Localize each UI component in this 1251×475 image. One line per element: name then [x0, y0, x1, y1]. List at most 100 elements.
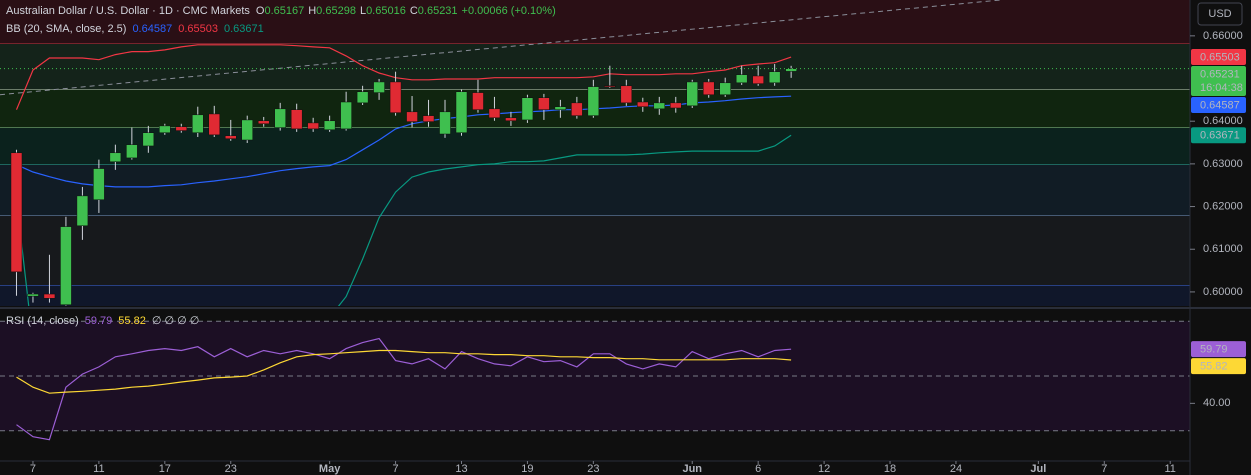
candle-body [142, 132, 155, 147]
y-tick-label: 0.60000 [1203, 286, 1243, 298]
candle-body [159, 125, 171, 133]
candle-body [587, 86, 600, 116]
candle-body [241, 119, 253, 141]
x-tick-label: May [319, 463, 341, 475]
x-tick-label: 18 [884, 463, 896, 475]
close-value: 0.65231 [418, 5, 458, 17]
y-tick-label: 0.61000 [1203, 243, 1243, 255]
indicator-line [16, 349, 792, 394]
x-tick-label: 24 [950, 463, 962, 475]
y-tick-label: 0.62000 [1203, 200, 1243, 212]
candle-body [488, 108, 501, 119]
price-pane [0, 0, 1190, 306]
axes: 0.66000 0.64000 0.63000 0.62000 0.61000 0.600… [30, 30, 1246, 475]
candle-body [257, 120, 270, 125]
ohlc-label: C [410, 5, 418, 17]
high-value: 0.65298 [316, 5, 356, 17]
candle-body [620, 85, 633, 104]
candle-body [10, 152, 23, 273]
candle-body [439, 111, 451, 135]
indicator-line [16, 337, 792, 441]
candle-body [274, 108, 286, 128]
rsi-ma-value: 55.82 [118, 315, 146, 327]
candle-body [192, 114, 204, 133]
indicator-line [15, 134, 792, 306]
candle-body [60, 226, 72, 305]
candle-body [290, 109, 303, 130]
candle-body [571, 102, 583, 116]
candle-body [785, 68, 797, 72]
candle-body [406, 111, 418, 122]
level-zone [0, 43, 1190, 90]
currency[interactable]: USD [1208, 8, 1231, 20]
candle-body [307, 122, 319, 130]
indicator-line: BB (20, SMA, close, 2.5) 0.64587 0.65503 0.… [6, 23, 264, 35]
basis-value: 0.64587 [132, 23, 172, 35]
rsi-label: RSI (14, close) [6, 315, 79, 327]
x-tick-label: 12 [818, 463, 830, 475]
rsi-pane [0, 320, 1190, 441]
level-zone [0, 215, 1190, 286]
candle-body [505, 117, 517, 122]
candle-body [735, 74, 748, 84]
candle-body [538, 97, 550, 110]
candle-body [472, 92, 484, 110]
candle-body [43, 293, 56, 299]
candle-body [670, 102, 682, 109]
candle-body [356, 91, 369, 104]
candle-body [604, 85, 616, 88]
x-tick-label: 11 [93, 463, 104, 475]
candle-body [175, 126, 188, 131]
candle-body [422, 115, 435, 122]
candle-body [554, 106, 567, 110]
x-tick-label: 13 [455, 463, 467, 475]
candle-body [126, 144, 138, 159]
ohlc-label: H [308, 5, 316, 17]
candle-body [653, 102, 666, 110]
x-tick-label: 11 [1165, 463, 1176, 475]
candle-body [455, 91, 468, 133]
x-tick-label: 7 [30, 463, 36, 475]
candle-body [637, 101, 649, 107]
x-tick-label: 23 [225, 463, 237, 475]
price-badge-label: 0.63671 [1200, 130, 1240, 142]
price-badge-label: 0.65503 [1200, 51, 1240, 63]
upper-value: 0.65503 [178, 23, 218, 35]
currency-button[interactable] [1197, 2, 1243, 26]
lower-value: 0.63671 [224, 23, 264, 35]
y-tick-label: 0.66000 [1203, 30, 1243, 42]
rsi-value: 59.79 [85, 315, 113, 327]
y-tick-label: 0.64000 [1203, 115, 1243, 127]
candle-body [686, 81, 698, 107]
candle-body [224, 135, 237, 139]
x-tick-label: 17 [159, 463, 171, 475]
level-zone [0, 164, 1190, 216]
y-tick-label: 0.63000 [1203, 158, 1243, 170]
candle-body [109, 152, 122, 162]
indicator-label: BB (20, SMA, close, 2.5) [6, 23, 126, 35]
trend-line [0, 0, 1001, 96]
price-badge-label: 59.79 [1200, 344, 1228, 356]
countdown: 16:04:38 [1200, 82, 1243, 94]
level-zone [0, 127, 1190, 165]
candle-body [752, 75, 764, 84]
ohlc-label: O [256, 5, 265, 17]
price-badge-label: 55.82 [1200, 361, 1228, 373]
price-badge [1191, 66, 1246, 97]
price-badge [1191, 127, 1246, 144]
low-value: 0.65016 [366, 5, 406, 17]
rsi-header: RSI (14, close) 59.79 55.82 ∅ ∅ ∅ ∅ [6, 315, 199, 327]
x-tick-label: 7 [393, 463, 399, 475]
level-zone [0, 0, 1190, 44]
open-value: 0.65167 [264, 5, 304, 17]
change-value: +0.00066 (+0.10%) [462, 5, 556, 17]
price-badge-label: 0.65231 [1200, 68, 1240, 80]
candle-body [521, 97, 534, 121]
price-badge [1191, 341, 1246, 358]
candle-body [702, 81, 715, 95]
x-tick-label: Jun [682, 463, 702, 475]
ohlc-label: L [360, 5, 366, 17]
symbol-title: Australian Dollar / U.S. Dollar · 1D · C… [6, 5, 250, 17]
